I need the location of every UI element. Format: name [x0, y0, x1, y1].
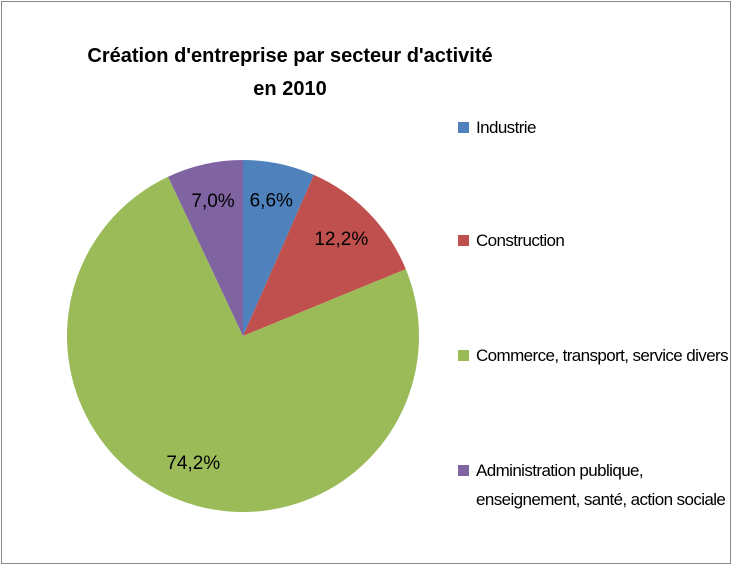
chart-title: Création d'entreprise par secteur d'acti…: [87, 45, 493, 100]
pie-slice: [243, 160, 314, 336]
legend-swatch: [458, 235, 469, 246]
legend-swatch: [458, 122, 469, 133]
legend-swatch: [458, 465, 469, 476]
legend-item: Industrie: [458, 113, 733, 142]
legend-label: Administration publique, enseignement, s…: [476, 461, 726, 509]
data-label: 6,6%: [250, 191, 293, 212]
legend-item: Administration publique, enseignement, s…: [458, 456, 733, 514]
legend-label: Construction: [476, 231, 565, 250]
pie-slice: [67, 176, 420, 513]
legend-label: Commerce, transport, service divers: [476, 346, 729, 365]
data-label: 74,2%: [166, 453, 220, 474]
data-label: 12,2%: [314, 229, 368, 250]
legend-item: Construction: [458, 226, 733, 255]
data-label: 7,0%: [191, 191, 234, 212]
pie-slice: [243, 174, 406, 336]
pie-slice: [168, 160, 243, 336]
legend-swatch: [458, 350, 469, 361]
legend-label: Industrie: [476, 118, 536, 137]
legend-item: Commerce, transport, service divers: [458, 341, 733, 370]
